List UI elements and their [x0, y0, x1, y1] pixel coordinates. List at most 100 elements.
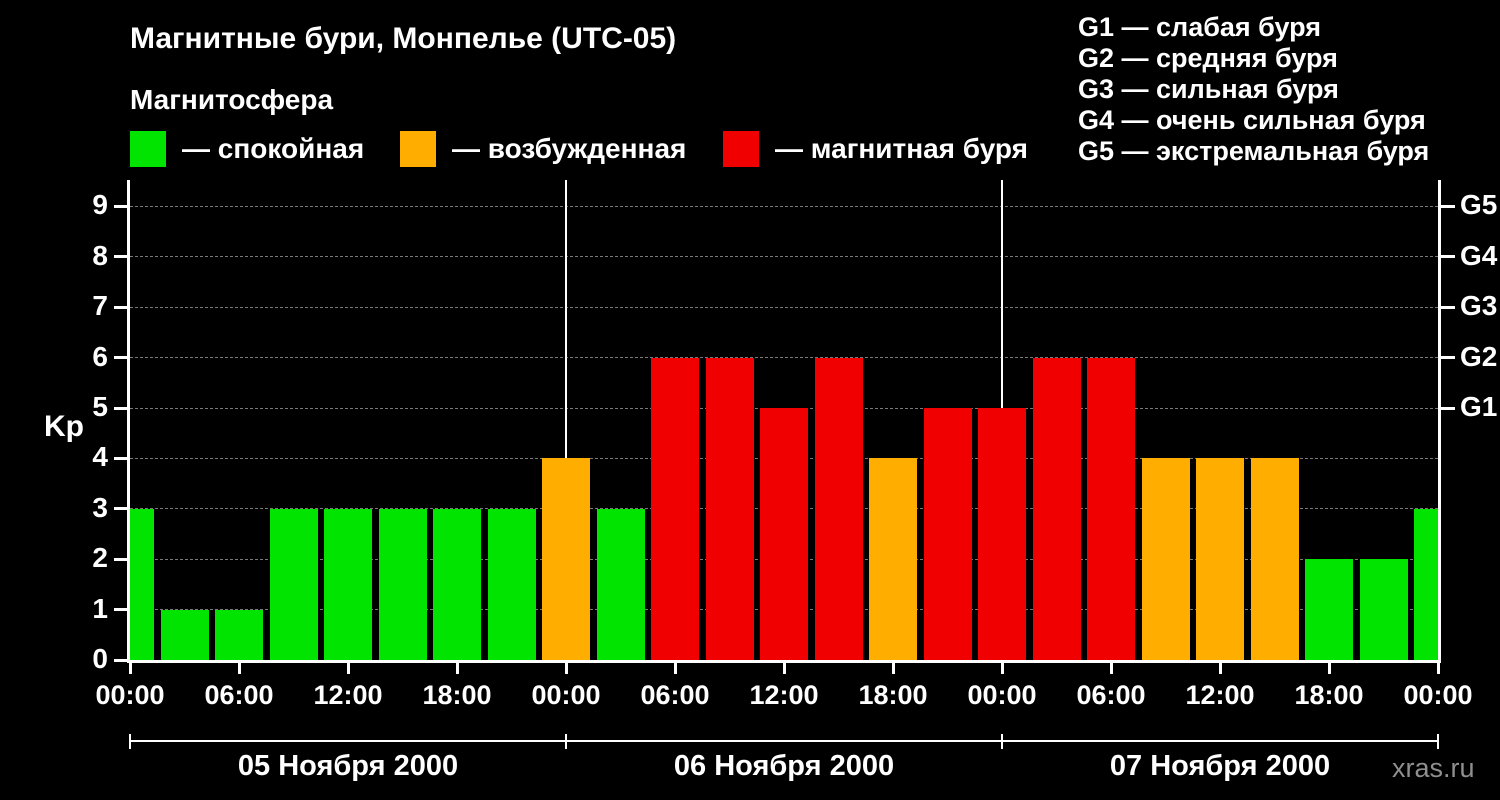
- kp-bar: [760, 408, 808, 660]
- kp-bar: [1414, 508, 1438, 660]
- date-axis-tick: [1001, 734, 1003, 749]
- y-axis-tick: [114, 255, 128, 259]
- gridline: [130, 205, 1438, 207]
- kp-bar: [651, 357, 699, 660]
- x-tick-label: 06:00: [1076, 680, 1146, 710]
- right-axis-line: [1438, 180, 1441, 663]
- y-axis-tick: [114, 456, 128, 460]
- legend-item-unsettled: — возбужденная: [400, 131, 686, 167]
- storm-color-swatch: [723, 131, 759, 167]
- chart-title: Магнитные бури, Монпелье (UTC-05): [130, 22, 677, 55]
- y-tick-label: 8: [92, 239, 108, 271]
- legend-item-quiet: — спокойная: [130, 131, 364, 167]
- g-axis-tick: [1441, 204, 1455, 208]
- y-axis-tick: [114, 356, 128, 360]
- g-level-label: G4: [1460, 239, 1498, 271]
- kp-bar: [869, 458, 917, 660]
- x-tick-label: 18:00: [858, 680, 928, 710]
- kp-bar: [324, 508, 372, 660]
- kp-bar: [1359, 559, 1408, 660]
- g-axis-tick: [1441, 356, 1455, 360]
- gscale-line-g4: G4 — очень сильная буря: [1078, 105, 1426, 135]
- kp-bar: [596, 508, 645, 660]
- date-axis-tick: [129, 734, 131, 749]
- date-axis-tick: [1437, 734, 1439, 749]
- x-tick-label: 06:00: [640, 680, 710, 710]
- gscale-line-g5: G5 — экстремальная буря: [1078, 136, 1430, 166]
- x-tick-label: 00:00: [1403, 680, 1473, 710]
- date-axis-tick: [565, 734, 567, 749]
- kp-bar: [1305, 559, 1353, 660]
- x-axis-line: [127, 660, 1441, 663]
- g-axis-tick: [1441, 255, 1455, 259]
- date-label-day3: 07 Ноября 2000: [1109, 750, 1331, 782]
- y-axis-tick: [114, 305, 128, 309]
- y-tick-label: 2: [92, 542, 108, 574]
- y-axis-tick: [114, 557, 128, 561]
- x-axis-tick: [346, 663, 350, 674]
- x-axis-tick: [128, 663, 132, 674]
- y-tick-label: 0: [92, 643, 108, 674]
- kp-bar: [130, 508, 154, 660]
- gscale-line-g1: G1 — слабая буря: [1078, 12, 1322, 42]
- y-axis-tick: [114, 406, 128, 410]
- y-axis-tick: [114, 507, 128, 511]
- gscale-line-g3: G3 — сильная буря: [1078, 74, 1339, 104]
- x-axis-tick: [1109, 663, 1113, 674]
- y-tick-label: 9: [92, 189, 108, 221]
- y-axis-title: Kp: [44, 410, 84, 443]
- x-axis-tick: [1000, 663, 1004, 674]
- date-axis-line: [130, 740, 1438, 742]
- x-axis-tick: [782, 663, 786, 674]
- kp-bar: [269, 508, 318, 660]
- kp-bar: [978, 408, 1026, 660]
- kp-bar: [705, 357, 754, 660]
- kp-bar: [542, 458, 590, 660]
- y-tick-label: 4: [92, 441, 108, 473]
- kp-bar: [215, 609, 263, 660]
- legend-title: Магнитосфера: [130, 84, 334, 115]
- x-axis-tick: [1436, 663, 1440, 674]
- quiet-color-swatch: [130, 131, 166, 167]
- kp-bar: [160, 609, 209, 660]
- y-axis-line: [127, 180, 130, 663]
- day-separator-line: [565, 180, 567, 660]
- x-tick-label: 00:00: [531, 680, 601, 710]
- y-tick-label: 1: [92, 592, 108, 624]
- g-level-label: G3: [1460, 290, 1498, 322]
- legend-label-unsettled: — возбужденная: [452, 133, 687, 164]
- x-axis-tick: [455, 663, 459, 674]
- legend-label-quiet: — спокойная: [182, 133, 365, 164]
- y-tick-label: 6: [92, 340, 108, 372]
- x-tick-label: 06:00: [204, 680, 274, 710]
- kp-bar: [814, 357, 863, 660]
- x-axis-tick: [1218, 663, 1222, 674]
- legend-item-storm: — магнитная буря: [723, 131, 1028, 167]
- gridline: [130, 256, 1438, 258]
- x-tick-label: 18:00: [1294, 680, 1364, 710]
- x-axis-tick: [891, 663, 895, 674]
- x-axis-tick: [237, 663, 241, 674]
- x-tick-label: 12:00: [313, 680, 383, 710]
- gridline: [130, 306, 1438, 308]
- kp-bar: [378, 508, 427, 660]
- watermark: xras.ru: [1392, 753, 1475, 783]
- y-axis-tick: [114, 204, 128, 208]
- kp-bar: [1196, 458, 1244, 660]
- kp-bar: [1032, 357, 1081, 660]
- x-tick-label: 00:00: [95, 680, 165, 710]
- x-axis-tick: [1327, 663, 1331, 674]
- date-label-day1: 05 Ноября 2000: [237, 750, 459, 782]
- y-tick-label: 3: [92, 491, 108, 523]
- kp-bar: [1087, 357, 1135, 660]
- g-level-label: G1: [1460, 391, 1498, 422]
- g-axis-tick: [1441, 406, 1455, 410]
